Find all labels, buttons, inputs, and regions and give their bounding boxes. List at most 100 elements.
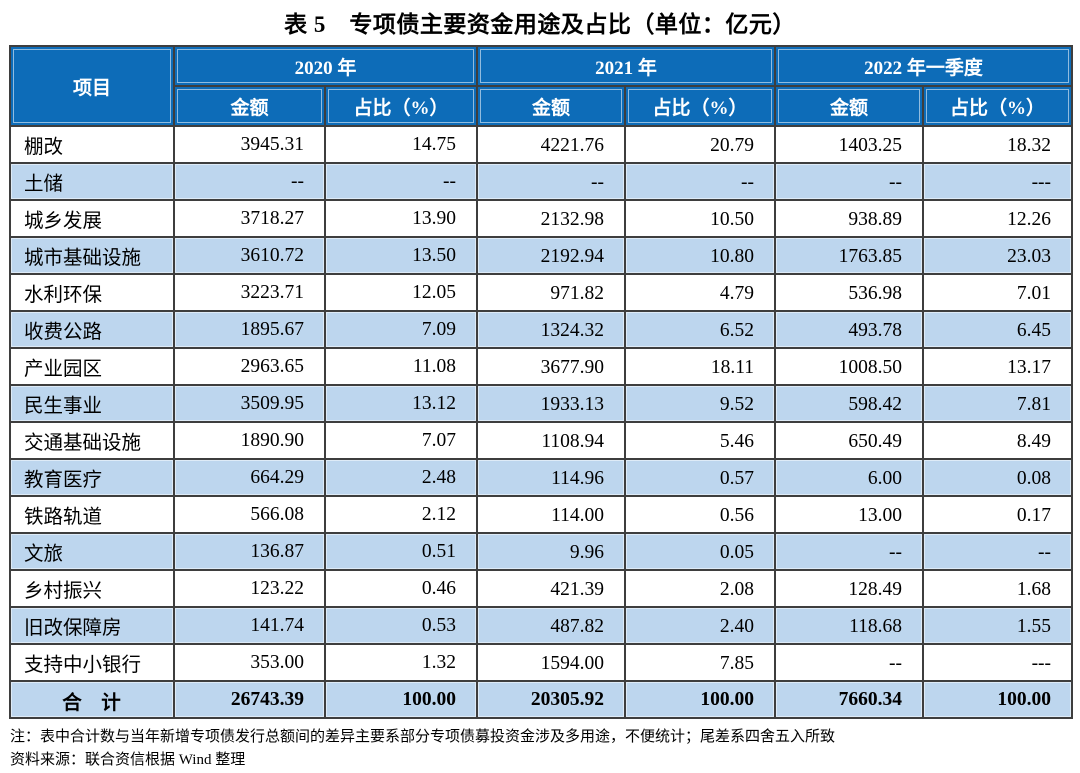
share-cell: 13.90 <box>323 199 479 238</box>
share-cell: 6.52 <box>624 310 777 349</box>
amount-cell: 536.98 <box>774 273 925 312</box>
amount-cell: 2963.65 <box>173 347 326 386</box>
column-group-2022q1: 2022 年一季度 <box>774 45 1074 87</box>
amount-cell: 598.42 <box>774 384 925 423</box>
amount-cell: 3718.27 <box>173 199 326 238</box>
row-label: 城市基础设施 <box>9 236 175 275</box>
table-note: 注：表中合计数与当年新增专项债发行总额间的差异主要系部分专项债募投资金涉及多用途… <box>10 729 836 745</box>
share-cell: 4.79 <box>624 273 777 312</box>
table-row: 交通基础设施 1890.90 7.07 1108.94 5.46 650.49 8.49 <box>9 421 1074 460</box>
amount-cell: 664.29 <box>173 458 326 497</box>
share-cell: 2.08 <box>624 569 777 608</box>
amount-cell: 20305.92 <box>476 680 627 719</box>
amount-cell: 3223.71 <box>173 273 326 312</box>
table-title: 表 5 专项债主要资金用途及占比（单位：亿元） <box>284 12 796 37</box>
row-label: 旧改保障房 <box>9 606 175 645</box>
amount-cell: 421.39 <box>476 569 627 608</box>
table-row: 收费公路 1895.67 7.09 1324.32 6.52 493.78 6.45 <box>9 310 1074 349</box>
share-cell: --- <box>922 162 1074 201</box>
amount-cell: 493.78 <box>774 310 925 349</box>
amount-cell: 4221.76 <box>476 125 627 164</box>
amount-cell: 971.82 <box>476 273 627 312</box>
share-cell: -- <box>624 162 777 201</box>
row-label: 产业园区 <box>9 347 175 386</box>
share-cell: 13.50 <box>323 236 479 275</box>
amount-cell: -- <box>774 532 925 571</box>
share-cell: 12.05 <box>323 273 479 312</box>
amount-cell: 3945.31 <box>173 125 326 164</box>
total-label: 合 计 <box>9 680 175 719</box>
share-cell: 2.40 <box>624 606 777 645</box>
share-cell: 0.17 <box>922 495 1074 534</box>
data-source: 资料来源：联合资信根据 Wind 整理 <box>10 752 246 769</box>
amount-cell: 141.74 <box>173 606 326 645</box>
amount-cell: 114.00 <box>476 495 627 534</box>
share-cell: 6.45 <box>922 310 1074 349</box>
column-header-project: 项目 <box>9 45 175 127</box>
column-header-share-2021: 占比（%） <box>624 85 777 127</box>
table-row: 乡村振兴 123.22 0.46 421.39 2.08 128.49 1.68 <box>9 569 1074 608</box>
share-cell: 0.56 <box>624 495 777 534</box>
share-cell: 7.07 <box>323 421 479 460</box>
amount-cell: 13.00 <box>774 495 925 534</box>
amount-cell: 353.00 <box>173 643 326 682</box>
column-header-share-2022q1: 占比（%） <box>922 85 1074 127</box>
share-cell: 10.80 <box>624 236 777 275</box>
amount-cell: 9.96 <box>476 532 627 571</box>
share-cell: 7.01 <box>922 273 1074 312</box>
share-cell: 2.48 <box>323 458 479 497</box>
amount-cell: 2132.98 <box>476 199 627 238</box>
row-label: 土储 <box>9 162 175 201</box>
table-row: 民生事业 3509.95 13.12 1933.13 9.52 598.42 7.81 <box>9 384 1074 423</box>
row-label: 铁路轨道 <box>9 495 175 534</box>
share-cell: -- <box>922 532 1074 571</box>
total-row: 合 计 26743.39 100.00 20305.92 100.00 7660.34 10… <box>9 680 1074 719</box>
column-group-2020: 2020 年 <box>172 45 479 87</box>
header-row-metrics: 金额 占比（%） 金额 占比（%） 金额 占比（%） <box>10 85 1074 127</box>
share-cell: 11.08 <box>323 347 479 386</box>
share-cell: 14.75 <box>323 125 479 164</box>
table-row: 铁路轨道 566.08 2.12 114.00 0.56 13.00 0.17 <box>9 495 1074 534</box>
column-header-amount-2021: 金额 <box>476 85 627 127</box>
table-body: 棚改 3945.31 14.75 4221.76 20.79 1403.25 18.32 土储… <box>9 125 1074 719</box>
amount-cell: 1008.50 <box>774 347 925 386</box>
column-group-2021: 2021 年 <box>476 45 777 87</box>
amount-cell: 1763.85 <box>774 236 925 275</box>
share-cell: 5.46 <box>624 421 777 460</box>
share-cell: 13.12 <box>323 384 479 423</box>
amount-cell: 3509.95 <box>173 384 326 423</box>
column-header-share-2020: 占比（%） <box>323 85 479 127</box>
amount-cell: 1890.90 <box>173 421 326 460</box>
amount-cell: 1895.67 <box>173 310 326 349</box>
row-label: 棚改 <box>9 125 175 164</box>
table-row: 文旅 136.87 0.51 9.96 0.05 -- -- <box>9 532 1074 571</box>
share-cell: 18.11 <box>624 347 777 386</box>
share-cell: 18.32 <box>922 125 1074 164</box>
share-cell: 0.05 <box>624 532 777 571</box>
table-row: 土储 -- -- -- -- -- --- <box>9 162 1074 201</box>
amount-cell: 3677.90 <box>476 347 627 386</box>
table-row: 教育医疗 664.29 2.48 114.96 0.57 6.00 0.08 <box>9 458 1074 497</box>
share-cell: 1.68 <box>922 569 1074 608</box>
share-cell: 2.12 <box>323 495 479 534</box>
share-cell: 0.51 <box>323 532 479 571</box>
amount-cell: 1108.94 <box>476 421 627 460</box>
amount-cell: 136.87 <box>173 532 326 571</box>
share-cell: 0.08 <box>922 458 1074 497</box>
amount-cell: 487.82 <box>476 606 627 645</box>
amount-cell: 114.96 <box>476 458 627 497</box>
amount-cell: 123.22 <box>173 569 326 608</box>
share-cell: 20.79 <box>624 125 777 164</box>
table-row: 水利环保 3223.71 12.05 971.82 4.79 536.98 7.01 <box>9 273 1074 312</box>
share-cell: 0.57 <box>624 458 777 497</box>
amount-cell: 1403.25 <box>774 125 925 164</box>
amount-cell: 1933.13 <box>476 384 627 423</box>
table-row: 城市基础设施 3610.72 13.50 2192.94 10.80 1763.85 23.… <box>9 236 1074 275</box>
amount-cell: -- <box>774 643 925 682</box>
share-cell: 8.49 <box>922 421 1074 460</box>
amount-cell: 7660.34 <box>774 680 925 719</box>
share-cell: 1.32 <box>323 643 479 682</box>
row-label: 水利环保 <box>9 273 175 312</box>
table-row: 支持中小银行 353.00 1.32 1594.00 7.85 -- --- <box>9 643 1074 682</box>
